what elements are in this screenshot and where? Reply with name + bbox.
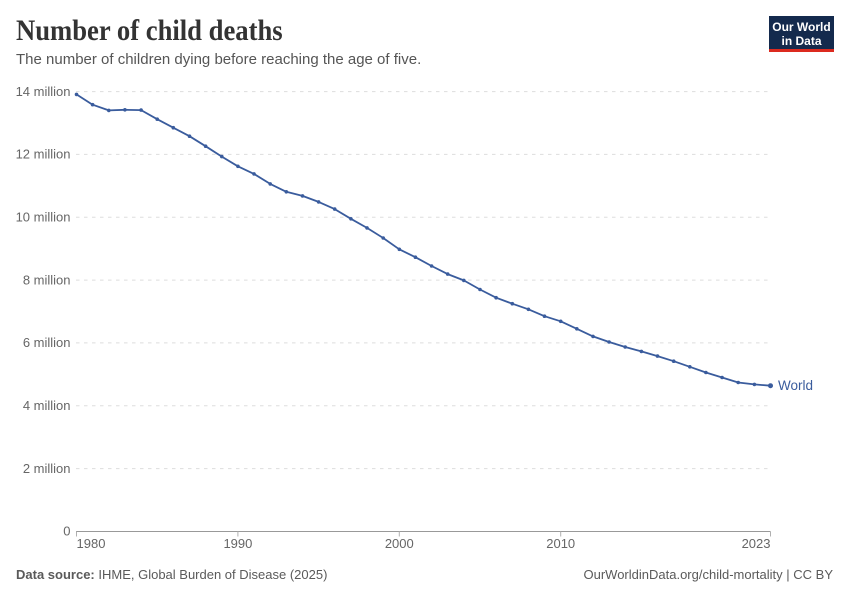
- svg-text:1990: 1990: [223, 536, 252, 551]
- svg-text:10 million: 10 million: [16, 209, 71, 224]
- svg-text:2010: 2010: [546, 536, 575, 551]
- svg-text:12 million: 12 million: [16, 147, 71, 162]
- svg-text:14 million: 14 million: [16, 84, 71, 99]
- svg-text:2023: 2023: [742, 536, 771, 551]
- svg-text:6 million: 6 million: [23, 335, 71, 350]
- svg-text:World: World: [778, 378, 813, 393]
- svg-text:0: 0: [63, 524, 70, 539]
- svg-text:8 million: 8 million: [23, 272, 71, 287]
- svg-text:2000: 2000: [385, 536, 414, 551]
- svg-text:1980: 1980: [77, 536, 106, 551]
- svg-text:4 million: 4 million: [23, 398, 71, 413]
- svg-text:2 million: 2 million: [23, 461, 71, 476]
